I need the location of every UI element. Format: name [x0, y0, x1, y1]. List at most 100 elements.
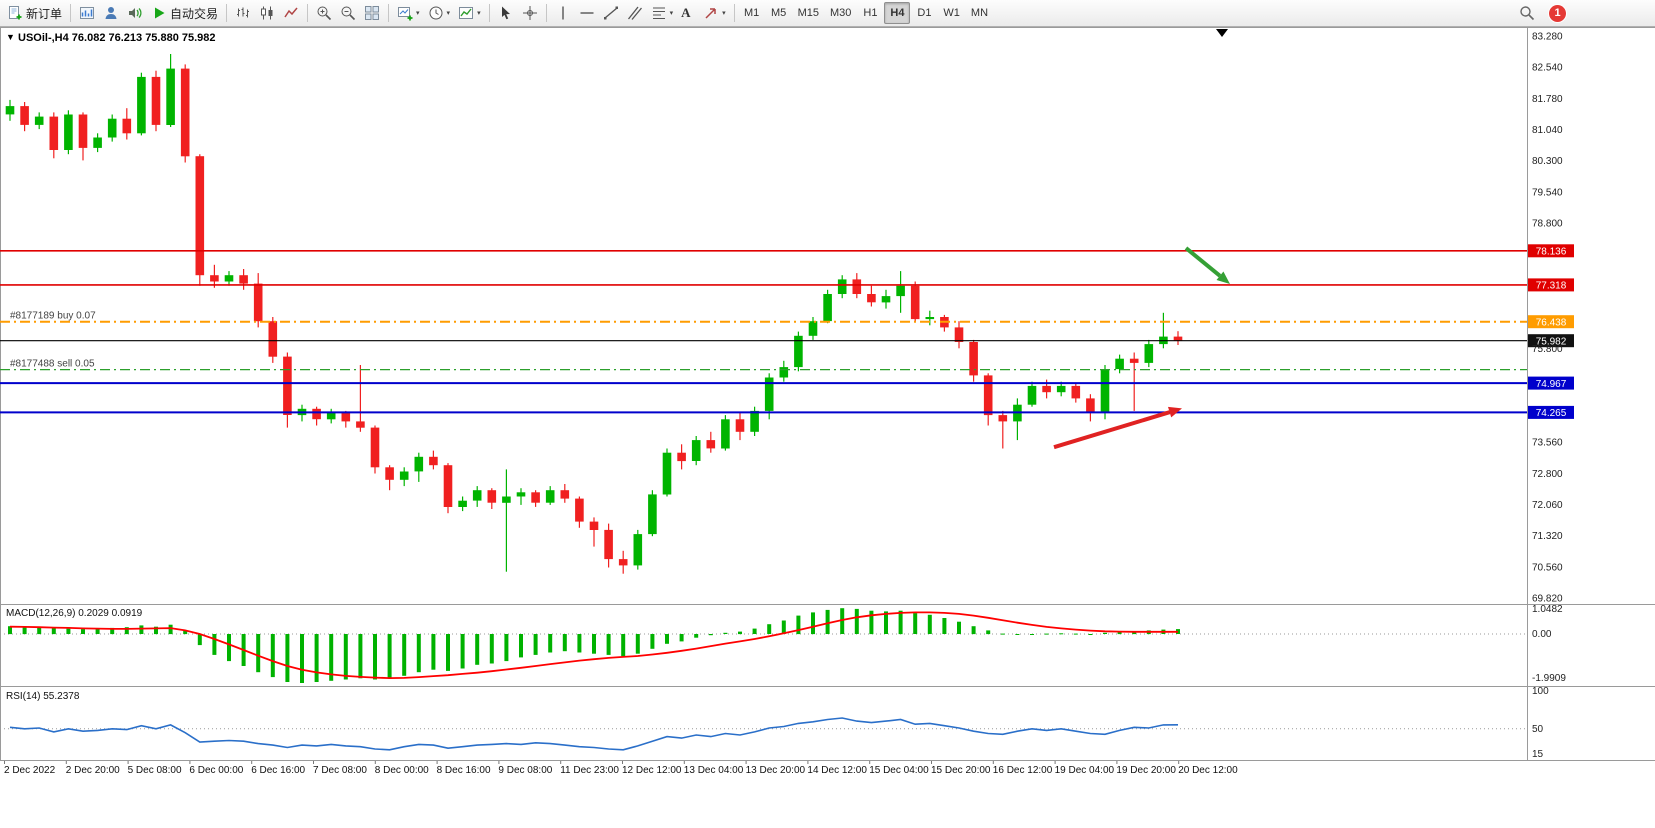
- bar-chart-button[interactable]: [231, 2, 255, 24]
- tab-timeframe-M30[interactable]: M30: [825, 2, 856, 24]
- time-tick-label[interactable]: 19 Dec 04:00: [1055, 765, 1115, 776]
- candle-body: [545, 490, 555, 503]
- shift-marker-icon[interactable]: [1216, 29, 1228, 37]
- macd-histogram-bar: [51, 627, 56, 635]
- horizontal-line-button[interactable]: [575, 2, 599, 24]
- time-tick-label[interactable]: 15 Dec 04:00: [869, 765, 929, 776]
- time-tick-label[interactable]: 19 Dec 20:00: [1116, 765, 1176, 776]
- macd-signal-line: [9, 611, 1178, 680]
- time-tick-label[interactable]: 2 Dec 2022: [4, 765, 56, 776]
- candlestick-button[interactable]: [255, 2, 279, 24]
- tab-timeframe-H1[interactable]: H1: [857, 2, 883, 24]
- tab-timeframe-M5[interactable]: M5: [766, 2, 792, 24]
- auto-trading-button[interactable]: 自动交易: [147, 2, 222, 24]
- macd-histogram-bar: [489, 634, 494, 664]
- macd-histogram-bar: [329, 634, 334, 681]
- market-watch-button[interactable]: [75, 2, 99, 24]
- market-watch-icon: [80, 7, 95, 19]
- horizontal-line-icon: [580, 12, 594, 14]
- chart-collapse-icon[interactable]: ▼: [6, 32, 15, 42]
- trendline-button[interactable]: [599, 2, 623, 24]
- vertical-line-button[interactable]: [551, 2, 575, 24]
- new-chart-button[interactable]: ▾: [393, 2, 424, 24]
- time-tick-label[interactable]: 6 Dec 16:00: [251, 765, 305, 776]
- time-tick-label[interactable]: 14 Dec 12:00: [807, 765, 867, 776]
- axis-price-box-label: 74.265: [1536, 408, 1567, 419]
- zoom-in-button[interactable]: [312, 2, 336, 24]
- profile-icon: [105, 7, 117, 19]
- tab-timeframe-M15[interactable]: M15: [793, 2, 824, 24]
- arrows-tool-button[interactable]: ▾: [699, 2, 730, 24]
- time-tick-label[interactable]: 15 Dec 20:00: [931, 765, 991, 776]
- candle-body: [1100, 369, 1110, 413]
- axis-price-box: [1528, 278, 1574, 292]
- candle-body: [589, 521, 599, 530]
- candle-body: [1086, 398, 1095, 413]
- candle-body: [283, 356, 292, 415]
- macd-histogram-bar: [752, 628, 757, 634]
- macd-histogram-bar: [22, 626, 27, 635]
- macd-histogram-bar: [519, 634, 523, 658]
- tab-timeframe-MN[interactable]: MN: [966, 2, 993, 24]
- macd-histogram-bar: [854, 608, 859, 634]
- macd-label: MACD(12,26,9) 0.2029 0.0919: [6, 608, 143, 619]
- time-tick-label[interactable]: 20 Dec 12:00: [1178, 765, 1238, 776]
- annotation-arrow[interactable]: [1184, 246, 1222, 278]
- text-button[interactable]: A: [677, 2, 699, 24]
- time-tick-label[interactable]: 8 Dec 16:00: [437, 765, 491, 776]
- tab-timeframe-M1[interactable]: M1: [739, 2, 765, 24]
- price-tick-label: 69.820: [1532, 594, 1563, 605]
- tab-timeframe-H4[interactable]: H4: [884, 2, 911, 24]
- candle-body: [195, 156, 205, 276]
- time-tick-label[interactable]: 13 Dec 20:00: [746, 765, 806, 776]
- cursor-button[interactable]: [494, 2, 518, 24]
- time-tick-label[interactable]: 16 Dec 12:00: [993, 765, 1053, 776]
- time-tick-label[interactable]: 13 Dec 04:00: [684, 765, 744, 776]
- axis-price-box-label: 76.438: [1536, 318, 1567, 329]
- annotation-arrow[interactable]: [1053, 410, 1171, 450]
- macd-histogram-bar: [723, 632, 728, 634]
- macd-histogram-bar: [869, 610, 874, 635]
- macd-histogram-bar: [1000, 633, 1005, 635]
- zoom-out-icon: [341, 6, 356, 21]
- time-tick-label[interactable]: 6 Dec 00:00: [189, 765, 243, 776]
- candle-body: [93, 137, 102, 148]
- candle-body: [633, 534, 643, 566]
- macd-histogram-bar: [183, 630, 188, 635]
- time-tick-label[interactable]: 2 Dec 20:00: [66, 765, 120, 776]
- candle-body: [64, 114, 73, 150]
- candle-body: [458, 500, 467, 507]
- alerts-button[interactable]: [123, 2, 147, 24]
- macd-histogram-bar: [562, 634, 567, 652]
- candle-body: [385, 467, 394, 480]
- candle-body: [312, 408, 321, 420]
- macd-histogram-bar: [767, 624, 772, 634]
- period-button[interactable]: ▾: [424, 2, 455, 24]
- time-tick-label[interactable]: 9 Dec 08:00: [498, 765, 552, 776]
- time-tick-label[interactable]: 8 Dec 00:00: [375, 765, 429, 776]
- tab-timeframe-D1[interactable]: D1: [911, 2, 937, 24]
- time-tick-label[interactable]: 7 Dec 08:00: [313, 765, 367, 776]
- channel-button[interactable]: [623, 2, 647, 24]
- time-tick-label[interactable]: 5 Dec 08:00: [128, 765, 182, 776]
- notification-badge[interactable]: 1: [1549, 4, 1566, 22]
- axis-price-box: [1528, 376, 1574, 390]
- search-button[interactable]: [1515, 2, 1539, 24]
- macd-histogram-bar: [343, 634, 348, 680]
- indicators-button[interactable]: ▾: [454, 2, 485, 24]
- zoom-out-button[interactable]: [336, 2, 360, 24]
- time-tick-label[interactable]: 12 Dec 12:00: [622, 765, 682, 776]
- new-order-button[interactable]: 新订单: [3, 2, 66, 24]
- time-tick-label[interactable]: 11 Dec 23:00: [560, 765, 619, 776]
- tile-windows-button[interactable]: [360, 2, 384, 24]
- axis-price-box-label: 75.982: [1536, 337, 1567, 348]
- toolbar-separator: [226, 4, 228, 22]
- profile-button[interactable]: [99, 2, 123, 24]
- candlestick-icon: [261, 6, 273, 20]
- crosshair-button[interactable]: [518, 2, 542, 24]
- macd-histogram-bar: [154, 626, 158, 635]
- line-chart-button[interactable]: [279, 2, 303, 24]
- tab-timeframe-W1[interactable]: W1: [938, 2, 965, 24]
- fibonacci-button[interactable]: ▾: [647, 2, 678, 24]
